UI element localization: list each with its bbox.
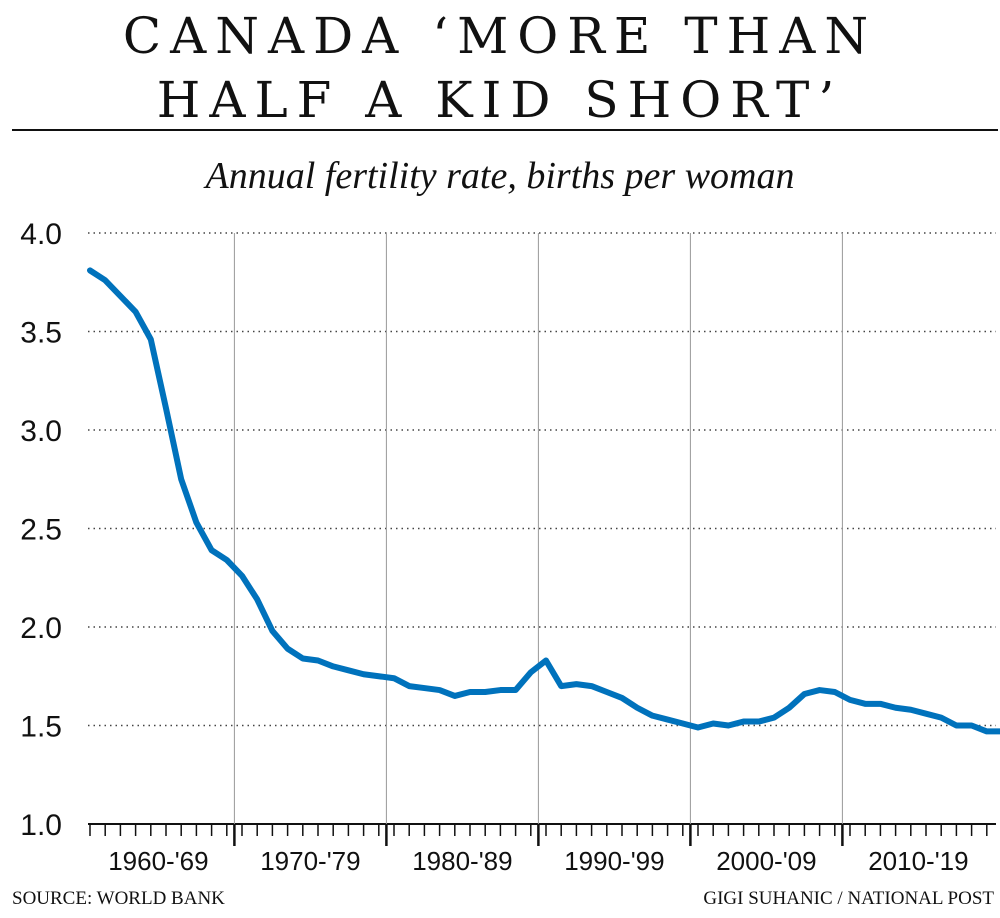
fertility-rate-line bbox=[87, 267, 1000, 735]
y-tick-label: 2.5 bbox=[20, 514, 62, 547]
x-tick-label: 2010-'19 bbox=[868, 846, 968, 876]
credit-note: GIGI SUHANIC / NATIONAL POST bbox=[703, 888, 994, 909]
y-tick-label: 3.5 bbox=[20, 317, 62, 350]
x-tick-label: 1970-'79 bbox=[260, 846, 360, 876]
x-tick-label: 1980-'89 bbox=[412, 846, 512, 876]
chart-title-line2: HALF A KID SHORT’ bbox=[156, 71, 844, 129]
x-tick-label: 1990-'99 bbox=[564, 846, 664, 876]
y-tick-label: 1.0 bbox=[20, 809, 62, 842]
y-tick-label: 1.5 bbox=[20, 711, 62, 744]
chart-title-line1: CANADA ‘MORE THAN bbox=[122, 7, 878, 65]
y-tick-label: 3.0 bbox=[20, 415, 62, 448]
y-tick-label: 4.0 bbox=[20, 218, 62, 251]
chart-subtitle: Annual fertility rate, births per woman bbox=[205, 155, 795, 197]
y-tick-label: 2.0 bbox=[20, 612, 62, 645]
title-divider bbox=[12, 129, 998, 131]
source-note: SOURCE: WORLD BANK bbox=[12, 888, 225, 909]
x-tick-label: 1960-'69 bbox=[108, 846, 208, 876]
chart-title: CANADA ‘MORE THAN HALF A KID SHORT’ bbox=[0, 4, 1000, 132]
x-tick-label: 2000-'09 bbox=[716, 846, 816, 876]
